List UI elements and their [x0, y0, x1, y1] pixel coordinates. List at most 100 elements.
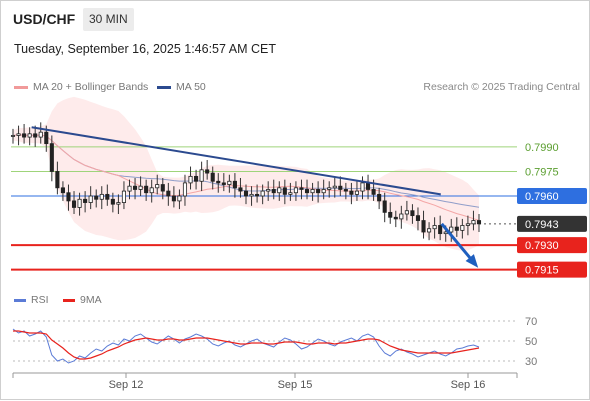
candle-body	[349, 190, 354, 195]
candle-body	[171, 195, 176, 202]
candle-body	[316, 189, 321, 194]
candle-body	[232, 180, 237, 189]
candle-body	[393, 216, 398, 220]
candle-body	[449, 226, 454, 233]
ma20-label: MA 20 + Bollinger Bands	[33, 81, 149, 93]
level-badge	[517, 261, 587, 278]
candle-body	[260, 190, 265, 197]
candle-body	[160, 184, 165, 192]
x-tick-label: Sep 16	[451, 379, 486, 391]
candle-body	[299, 187, 304, 190]
candle-body	[460, 225, 465, 231]
candle-body	[371, 189, 376, 195]
level-badge	[517, 237, 587, 254]
x-tick-label: Sep 15	[278, 379, 313, 391]
candle-body	[33, 133, 38, 138]
timeframe-badge[interactable]: 30 MIN	[83, 8, 134, 31]
candle-body	[166, 190, 171, 197]
credit-text: Research © 2025 Trading Central	[423, 81, 580, 93]
candle-body	[55, 171, 60, 189]
candle-body	[266, 189, 271, 192]
rsi-tick-label: 70	[525, 316, 537, 328]
level-badge	[517, 188, 587, 204]
candle-body	[454, 226, 459, 231]
candle-body	[155, 184, 160, 189]
candle-body	[360, 182, 365, 192]
level-badge-label: 0.7915	[525, 265, 559, 277]
candle-body	[255, 193, 260, 197]
level-badge	[517, 215, 587, 232]
candle-body	[127, 185, 132, 192]
candle-body	[338, 185, 343, 190]
candle-body	[310, 189, 315, 194]
candle-body	[377, 193, 382, 202]
candle-body	[288, 192, 293, 195]
candle-body	[199, 169, 204, 182]
bollinger-band	[13, 96, 479, 251]
candle-body	[221, 182, 226, 185]
candle-body	[77, 198, 82, 208]
candle-body	[432, 225, 437, 230]
ma50-label: MA 50	[176, 81, 206, 93]
candle-body	[27, 133, 32, 138]
candle-body	[271, 189, 276, 194]
candle-body	[304, 189, 310, 194]
candle-body	[421, 220, 426, 233]
ma9-swatch	[63, 298, 75, 302]
candle-body	[404, 210, 409, 215]
candle-body	[354, 190, 359, 195]
candle-body	[71, 200, 77, 208]
level-badge-label: 0.7943	[525, 219, 559, 231]
candle-body	[49, 143, 54, 172]
candle-body	[177, 195, 182, 202]
candle-body	[399, 213, 404, 220]
candle-body	[382, 200, 387, 213]
candle-body	[366, 182, 371, 190]
rsi-tick-label: 30	[525, 356, 537, 368]
candle-body	[60, 187, 65, 194]
candle-body	[88, 195, 93, 203]
legend-ma50: MA 50	[157, 81, 206, 93]
trendline	[31, 126, 441, 196]
ma50-swatch	[157, 85, 171, 89]
candle-body	[343, 189, 348, 192]
candle-body	[243, 190, 249, 197]
currency-pair-title: USD/CHF	[13, 11, 76, 27]
level-label: 0.7990	[525, 142, 559, 154]
candle-body	[438, 225, 443, 235]
legend-9ma: 9MA	[63, 294, 102, 306]
candle-body	[94, 195, 99, 200]
candle-body	[465, 223, 470, 226]
candle-body	[144, 185, 149, 194]
candle-body	[38, 131, 43, 138]
rsi-9ma-line	[13, 330, 480, 360]
candle-body	[138, 185, 143, 190]
candle-body	[277, 187, 282, 194]
candle-body	[476, 220, 482, 225]
candle-body	[332, 185, 337, 189]
candle-body	[415, 215, 421, 221]
timestamp: Tuesday, September 16, 2025 1:46:57 AM C…	[14, 42, 276, 56]
candle-body	[22, 133, 27, 138]
legend-rsi: RSI	[14, 294, 49, 306]
forecast-arrow-shaft	[440, 222, 476, 265]
rsi-tick-label: 50	[525, 336, 537, 348]
candle-body	[321, 189, 326, 194]
candle-body	[44, 131, 49, 145]
candle-body	[182, 182, 188, 197]
rsi-line	[12, 328, 480, 364]
candle-body	[16, 133, 21, 136]
candle-body	[427, 228, 432, 233]
x-tick-label: Sep 12	[109, 379, 144, 391]
level-badge-label: 0.7930	[525, 240, 559, 252]
rsi-label: RSI	[31, 294, 49, 306]
candle-body	[99, 193, 104, 200]
level-label: 0.7975	[525, 166, 559, 178]
candle-body	[205, 169, 210, 174]
forecast-arrow-head	[465, 254, 479, 268]
candle-body	[66, 192, 71, 202]
candle-body	[327, 187, 332, 190]
candle-body	[471, 220, 476, 225]
candle-body	[194, 175, 199, 182]
